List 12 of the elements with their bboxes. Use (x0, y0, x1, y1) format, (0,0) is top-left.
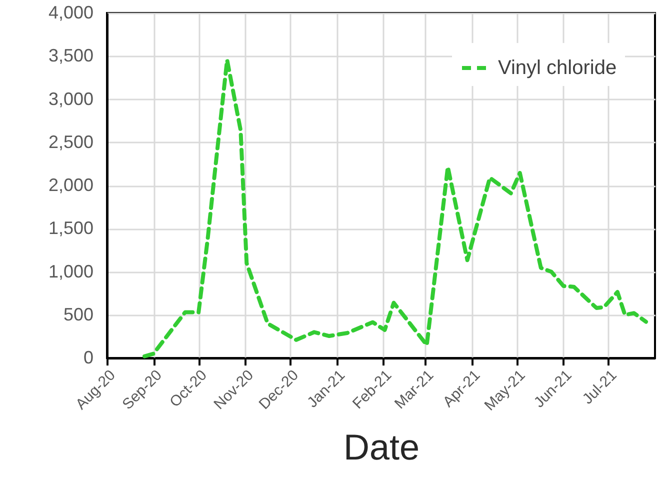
y-tick-label: 0 (83, 348, 94, 368)
y-tick-label: 3,000 (48, 88, 94, 109)
y-tick-label: 2,000 (48, 175, 94, 195)
y-tick-label: 500 (63, 304, 94, 324)
x-axis-title: Date (343, 426, 420, 468)
line-series (142, 58, 648, 358)
y-tick-label: 3,500 (48, 46, 94, 66)
legend-label: Vinyl chloride (498, 57, 617, 79)
y-tick-label: 1,000 (48, 261, 94, 282)
y-tick-label: 2,500 (48, 132, 94, 152)
y-tick-label: 4,000 (48, 2, 94, 22)
y-tick-label: 1,500 (48, 218, 94, 238)
